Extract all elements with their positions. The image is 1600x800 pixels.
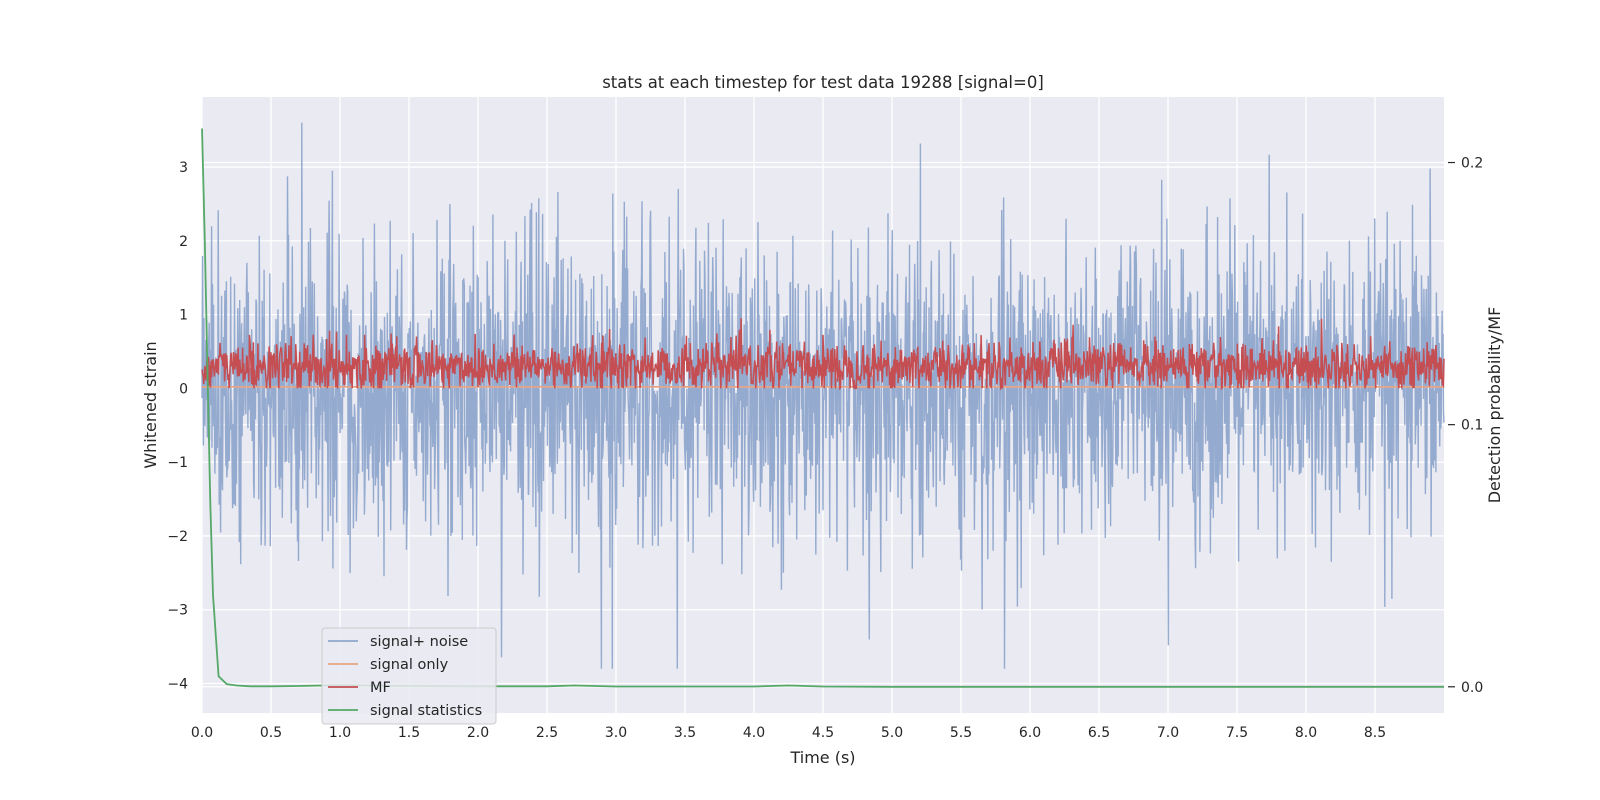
chart-title: stats at each timestep for test data 192…	[602, 73, 1044, 92]
y-tick-label: 3	[179, 160, 188, 176]
y2-axis-title: Detection probability/MF	[1485, 307, 1504, 504]
legend-box	[321, 627, 497, 725]
y2-tick-label: 0.2	[1461, 156, 1483, 172]
x-tick-label: 3.5	[674, 725, 696, 741]
y-axis-title: Whitened strain	[141, 341, 160, 468]
x-tick-label: 2.0	[467, 725, 489, 741]
legend-label: signal statistics	[370, 703, 482, 719]
x-tick-label: 8.5	[1364, 725, 1386, 741]
y-tick-label: −1	[167, 455, 188, 471]
x-tick-label: 0.5	[260, 725, 282, 741]
x-axis-title: Time (s)	[789, 748, 855, 767]
x-tick-label: 7.0	[1157, 725, 1179, 741]
x-tick-label: 1.0	[329, 725, 351, 741]
x-tick-label: 0.0	[191, 725, 213, 741]
axes: 0.0 0.5 1.0 1.5 2.0 2.5 3.0 3.5 4.0 4.5 5.0 5.5 6.0 6…	[167, 156, 1483, 741]
x-tick-label: 4.0	[743, 725, 765, 741]
x-tick-label: 8.0	[1295, 725, 1317, 741]
y-tick-label: 0	[179, 381, 188, 397]
y-tick-label: 1	[179, 308, 188, 324]
legend-label: signal only	[370, 657, 449, 673]
x-tick-label: 6.0	[1019, 725, 1041, 741]
legend-label: signal+ noise	[370, 634, 468, 650]
y-tick-label: −3	[167, 603, 188, 619]
y-tick-label: 2	[179, 234, 188, 250]
x-tick-label: 6.5	[1088, 725, 1110, 741]
series-line-mf	[201, 318, 1445, 391]
x-tick-label: 3.0	[605, 725, 627, 741]
x-tick-label: 1.5	[398, 725, 420, 741]
x-tick-label: 4.5	[812, 725, 834, 741]
y2-tick-label: 0.1	[1461, 418, 1483, 434]
y-tick-label: −2	[167, 529, 188, 545]
x-tick-label: 7.5	[1226, 725, 1248, 741]
y-tick-label: −4	[167, 676, 188, 692]
x-tick-label: 5.5	[950, 725, 972, 741]
x-tick-label: 5.0	[881, 725, 903, 741]
legend-label: MF	[370, 680, 391, 696]
x-tick-label: 2.5	[536, 725, 558, 741]
legend: signal+ noise signal only MF signal statist…	[321, 627, 497, 725]
y2-tick-label: 0.0	[1461, 680, 1483, 696]
